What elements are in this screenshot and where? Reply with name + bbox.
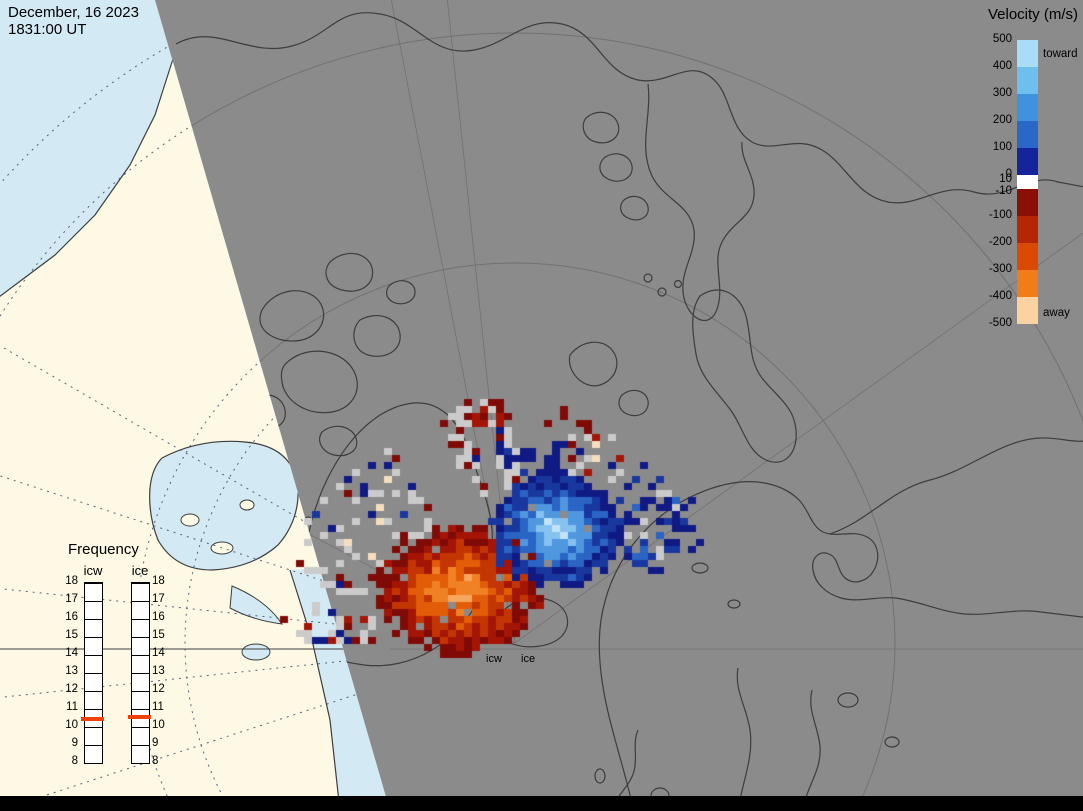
colorbar-segment <box>1017 189 1038 216</box>
velocity-colorbar <box>1017 40 1038 324</box>
colorbar-tick: -300 <box>988 263 1012 275</box>
frequency-column-label-ice: ice <box>131 563 149 578</box>
colorbar-tick: 10 <box>999 173 1012 185</box>
frequency-title: Frequency <box>68 541 139 558</box>
radar-site-label-icw: icw <box>486 653 502 665</box>
frequency-marker-ice <box>128 715 151 719</box>
frequency-tick: 18 <box>65 575 78 587</box>
colorbar-segment <box>1017 40 1038 67</box>
colorbar-segment <box>1017 67 1038 94</box>
colorbar-tick: -10 <box>995 185 1012 197</box>
frequency-tick: 12 <box>65 683 78 695</box>
frequency-marker-icw <box>81 716 104 721</box>
away-label: away <box>1043 307 1070 319</box>
frequency-tick: 10 <box>152 719 165 731</box>
colorbar-tick: 0 <box>1005 168 1012 180</box>
colorbar-tick: -100 <box>988 209 1012 221</box>
frequency-tick: 17 <box>65 593 78 605</box>
frequency-tick: 16 <box>65 611 78 623</box>
colorbar-tick: 500 <box>992 33 1012 45</box>
colorbar-tick: 400 <box>992 60 1012 72</box>
frequency-tick: 14 <box>65 647 78 659</box>
frequency-tick: 15 <box>152 629 165 641</box>
frequency-tick: 14 <box>152 647 165 659</box>
colorbar-segment <box>1017 297 1038 324</box>
colorbar-segment <box>1017 216 1038 243</box>
colorbar-tick: -400 <box>988 290 1012 302</box>
frequency-tick: 8 <box>152 755 159 767</box>
frequency-tick: 9 <box>152 737 159 749</box>
frequency-tick: 12 <box>152 683 165 695</box>
frequency-tick: 17 <box>152 593 165 605</box>
colorbar-segment <box>1017 121 1038 148</box>
colorbar-segment <box>1017 148 1038 175</box>
frequency-tick: 15 <box>65 629 78 641</box>
frequency-bar-icw <box>84 582 103 764</box>
frequency-tick: 18 <box>152 575 165 587</box>
frequency-tick: 11 <box>66 701 78 713</box>
date-label: December, 16 2023 <box>8 4 139 21</box>
frequency-column-label-icw: icw <box>83 563 103 578</box>
toward-label: toward <box>1043 48 1078 60</box>
colorbar-tick: 100 <box>992 141 1012 153</box>
colorbar-segment <box>1017 175 1038 189</box>
frequency-bar-ice <box>131 582 150 764</box>
radar-site-label-ice: ice <box>521 653 536 665</box>
bottom-black-bar <box>0 796 1083 811</box>
frequency-tick: 16 <box>152 611 165 623</box>
time-label: 1831:00 UT <box>8 21 87 38</box>
frequency-tick: 11 <box>152 701 164 713</box>
colorbar-tick: -500 <box>988 317 1012 329</box>
frequency-tick: 8 <box>71 755 78 767</box>
colorbar-segment <box>1017 270 1038 297</box>
frequency-tick: 13 <box>152 665 165 677</box>
colorbar-tick: 300 <box>992 87 1012 99</box>
colorbar-title: Velocity (m/s) <box>987 6 1078 23</box>
frequency-tick: 13 <box>65 665 78 677</box>
frequency-tick: 10 <box>65 719 78 731</box>
colorbar-segment <box>1017 94 1038 121</box>
colorbar-segment <box>1017 243 1038 270</box>
frequency-tick: 9 <box>71 737 78 749</box>
colorbar-tick: 200 <box>992 114 1012 126</box>
timestamp-block: December, 16 2023 1831:00 UT <box>8 4 139 38</box>
colorbar-tick: -200 <box>988 236 1012 248</box>
